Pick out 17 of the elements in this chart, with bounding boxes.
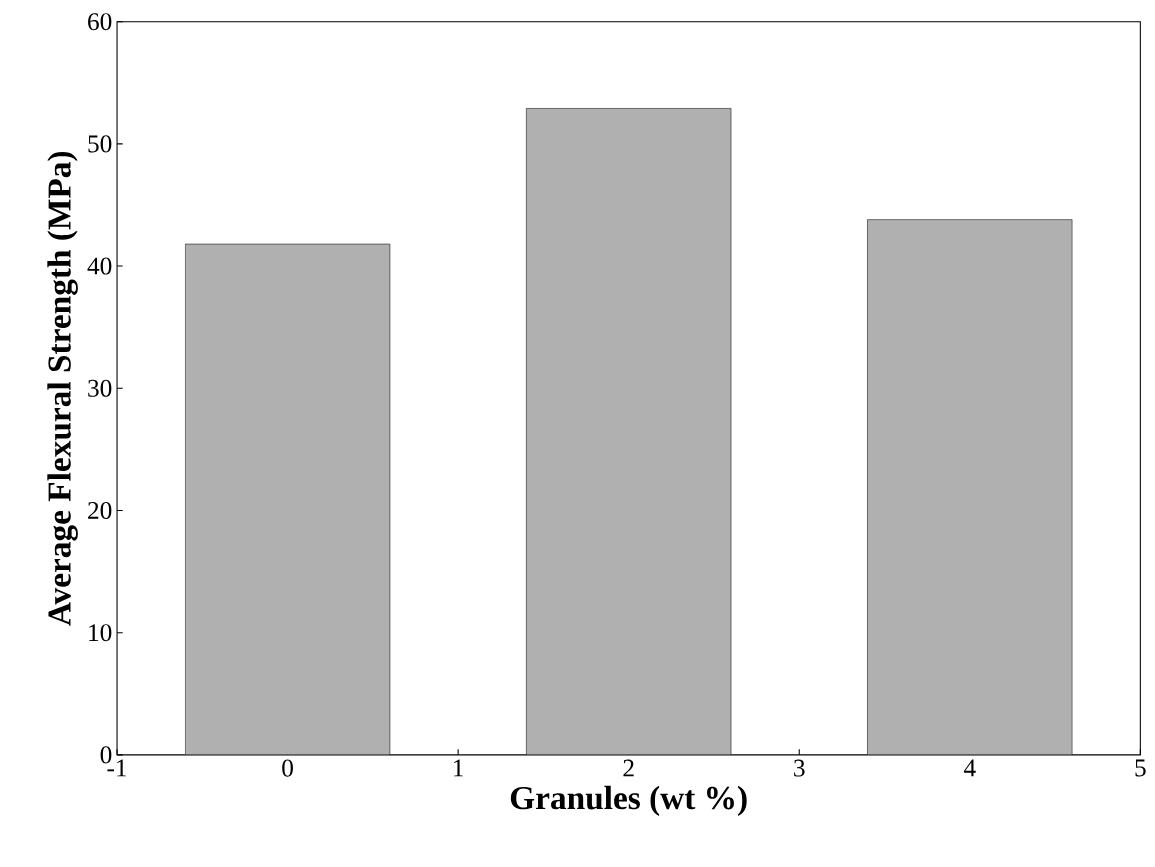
bar [867, 219, 1073, 755]
y-tick-label: 40 [87, 257, 112, 275]
bar [526, 108, 732, 755]
x-tick-label: 3 [794, 759, 805, 777]
bar [184, 243, 391, 755]
y-tick-label: 50 [88, 135, 112, 153]
x-tick-label: 4 [963, 759, 976, 777]
x-axis-title: Granules (wt %) [510, 785, 747, 817]
y-tick-label: 30 [88, 379, 112, 397]
y-tick-label: 10 [89, 624, 112, 642]
x-tick-label: 2 [623, 759, 634, 777]
y-tick-label: 20 [88, 501, 112, 520]
x-tick-label: 5 [1135, 759, 1146, 777]
x-tick-label: 1 [454, 759, 463, 777]
y-axis-title: Average Flexural Strength (MPa) [47, 151, 78, 626]
x-tick-label: 0 [282, 759, 293, 777]
y-tick-label: 60 [88, 13, 112, 31]
